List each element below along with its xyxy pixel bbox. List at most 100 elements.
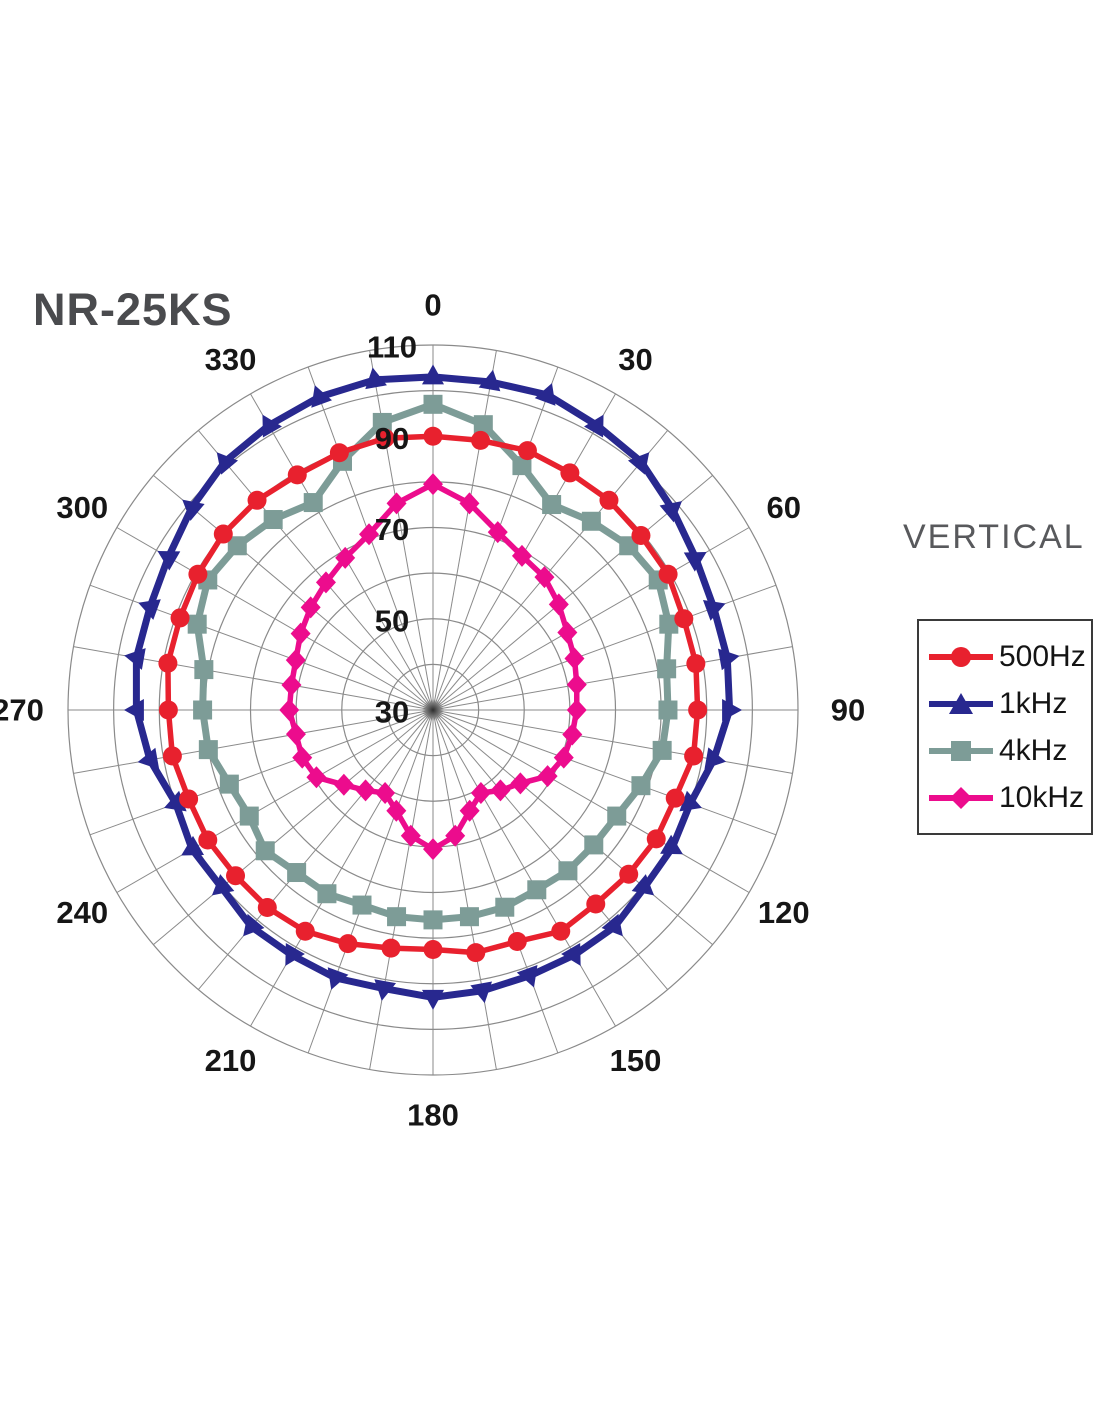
polar-grid-spoke bbox=[432, 709, 793, 774]
series-marker-500hz bbox=[247, 490, 267, 510]
series-marker-500hz bbox=[471, 430, 491, 450]
series-marker-4khz bbox=[372, 412, 392, 432]
polar-grid-spoke bbox=[432, 350, 497, 711]
series-marker-10khz bbox=[537, 765, 558, 788]
polar-grid-spoke bbox=[369, 350, 434, 711]
legend-label: 10kHz bbox=[999, 780, 1085, 814]
series-marker-1khz bbox=[704, 747, 727, 770]
series-marker-10khz bbox=[557, 621, 578, 644]
page-title: NR-25KS bbox=[33, 284, 233, 335]
angle-tick-label: 300 bbox=[56, 490, 108, 525]
series-marker-4khz bbox=[459, 907, 479, 927]
series-marker-1khz bbox=[584, 414, 604, 438]
series-marker-500hz bbox=[158, 700, 178, 720]
polar-grid-spoke bbox=[432, 474, 713, 711]
series-marker-4khz bbox=[584, 835, 604, 855]
series-marker-10khz bbox=[333, 773, 354, 796]
polar-grid-spoke bbox=[73, 709, 434, 774]
series-marker-10khz bbox=[285, 649, 306, 672]
series-marker-500hz bbox=[179, 789, 199, 809]
series-marker-1khz bbox=[243, 913, 265, 937]
series-marker-1khz bbox=[718, 648, 740, 671]
series-marker-10khz bbox=[300, 596, 321, 619]
series-marker-500hz bbox=[466, 943, 486, 963]
series-marker-1khz bbox=[683, 552, 707, 572]
legend-panel: VERTICAL 500Hz 1kHz 4kHz 10kHz bbox=[903, 518, 1100, 835]
series-marker-1khz bbox=[470, 981, 493, 1004]
series-marker-10khz bbox=[564, 647, 585, 670]
polar-grid-spoke bbox=[432, 709, 669, 990]
series-marker-4khz bbox=[263, 510, 283, 530]
series-marker-4khz bbox=[652, 740, 672, 760]
series-marker-4khz bbox=[495, 897, 515, 917]
series-marker-10khz bbox=[511, 544, 532, 567]
series-marker-4khz bbox=[193, 700, 213, 720]
series-marker-500hz bbox=[295, 921, 315, 941]
legend: 500Hz 1kHz 4kHz 10kHz bbox=[917, 619, 1093, 835]
series-marker-1khz bbox=[601, 913, 623, 937]
series-marker-4khz bbox=[239, 806, 259, 826]
series-marker-10khz bbox=[566, 673, 587, 696]
series-marker-1khz bbox=[216, 452, 239, 475]
series-marker-1khz bbox=[702, 600, 726, 621]
series-marker-1khz bbox=[534, 383, 556, 406]
angle-tick-label: 60 bbox=[766, 490, 800, 525]
polar-grid-spoke bbox=[432, 709, 777, 836]
series-marker-500hz bbox=[586, 894, 606, 914]
series-marker-10khz bbox=[375, 781, 396, 804]
polar-grid-spoke bbox=[432, 709, 559, 1054]
series-marker-10khz bbox=[510, 772, 531, 795]
polar-grid-spoke bbox=[432, 709, 750, 893]
legend-item-4khz: 4kHz bbox=[927, 727, 1091, 774]
polar-grid-spoke bbox=[89, 709, 434, 836]
series-marker-10khz bbox=[534, 566, 555, 589]
polar-grid-spoke bbox=[432, 709, 616, 1027]
series-marker-4khz bbox=[187, 614, 207, 634]
series-marker-1khz bbox=[422, 989, 444, 1010]
series-marker-4khz bbox=[198, 740, 218, 760]
polar-grid-spoke bbox=[153, 709, 434, 946]
series-marker-1khz bbox=[374, 979, 397, 1001]
series-marker-10khz bbox=[445, 824, 466, 847]
series-marker-10khz bbox=[292, 746, 313, 769]
legend-item-500hz: 500Hz bbox=[927, 633, 1091, 680]
legend-label: 4kHz bbox=[999, 733, 1068, 767]
series-marker-1khz bbox=[422, 364, 444, 385]
series-marker-500hz bbox=[517, 441, 537, 461]
series-marker-10khz bbox=[359, 523, 380, 546]
series-marker-4khz bbox=[607, 806, 627, 826]
series-marker-4khz bbox=[255, 841, 275, 861]
series-marker-10khz bbox=[400, 824, 421, 847]
series-marker-1khz bbox=[679, 790, 702, 812]
legend-marker-square-icon bbox=[929, 740, 993, 761]
series-marker-1khz bbox=[285, 943, 305, 966]
legend-marker-diamond-icon bbox=[929, 786, 993, 809]
series-marker-500hz bbox=[287, 465, 307, 485]
polar-grid-spoke bbox=[369, 709, 434, 1070]
series-marker-1khz bbox=[164, 790, 187, 812]
series-marker-10khz bbox=[315, 571, 336, 594]
legend-marker-triangle-icon bbox=[929, 692, 993, 714]
series-marker-10khz bbox=[281, 674, 302, 697]
radial-tick-label: 30 bbox=[375, 695, 409, 730]
series-marker-500hz bbox=[226, 866, 246, 886]
series-marker-500hz bbox=[158, 653, 178, 673]
series-marker-1khz bbox=[211, 874, 235, 896]
series-marker-10khz bbox=[470, 781, 491, 804]
series-marker-500hz bbox=[375, 428, 395, 448]
series-marker-4khz bbox=[657, 659, 677, 679]
legend-label: 1kHz bbox=[999, 686, 1068, 720]
orientation-label: VERTICAL bbox=[903, 518, 1085, 556]
series-marker-4khz bbox=[387, 907, 407, 927]
series-marker-4khz bbox=[227, 536, 247, 556]
series-marker-1khz bbox=[327, 967, 349, 990]
series-marker-4khz bbox=[512, 456, 532, 476]
polar-grid-spoke bbox=[432, 709, 497, 1070]
series-marker-10khz bbox=[423, 838, 443, 861]
series-marker-4khz bbox=[423, 394, 443, 414]
series-marker-500hz bbox=[631, 526, 651, 546]
series-marker-4khz bbox=[581, 511, 601, 531]
polar-center-dot bbox=[422, 699, 444, 721]
radial-tick-label: 90 bbox=[375, 421, 409, 456]
